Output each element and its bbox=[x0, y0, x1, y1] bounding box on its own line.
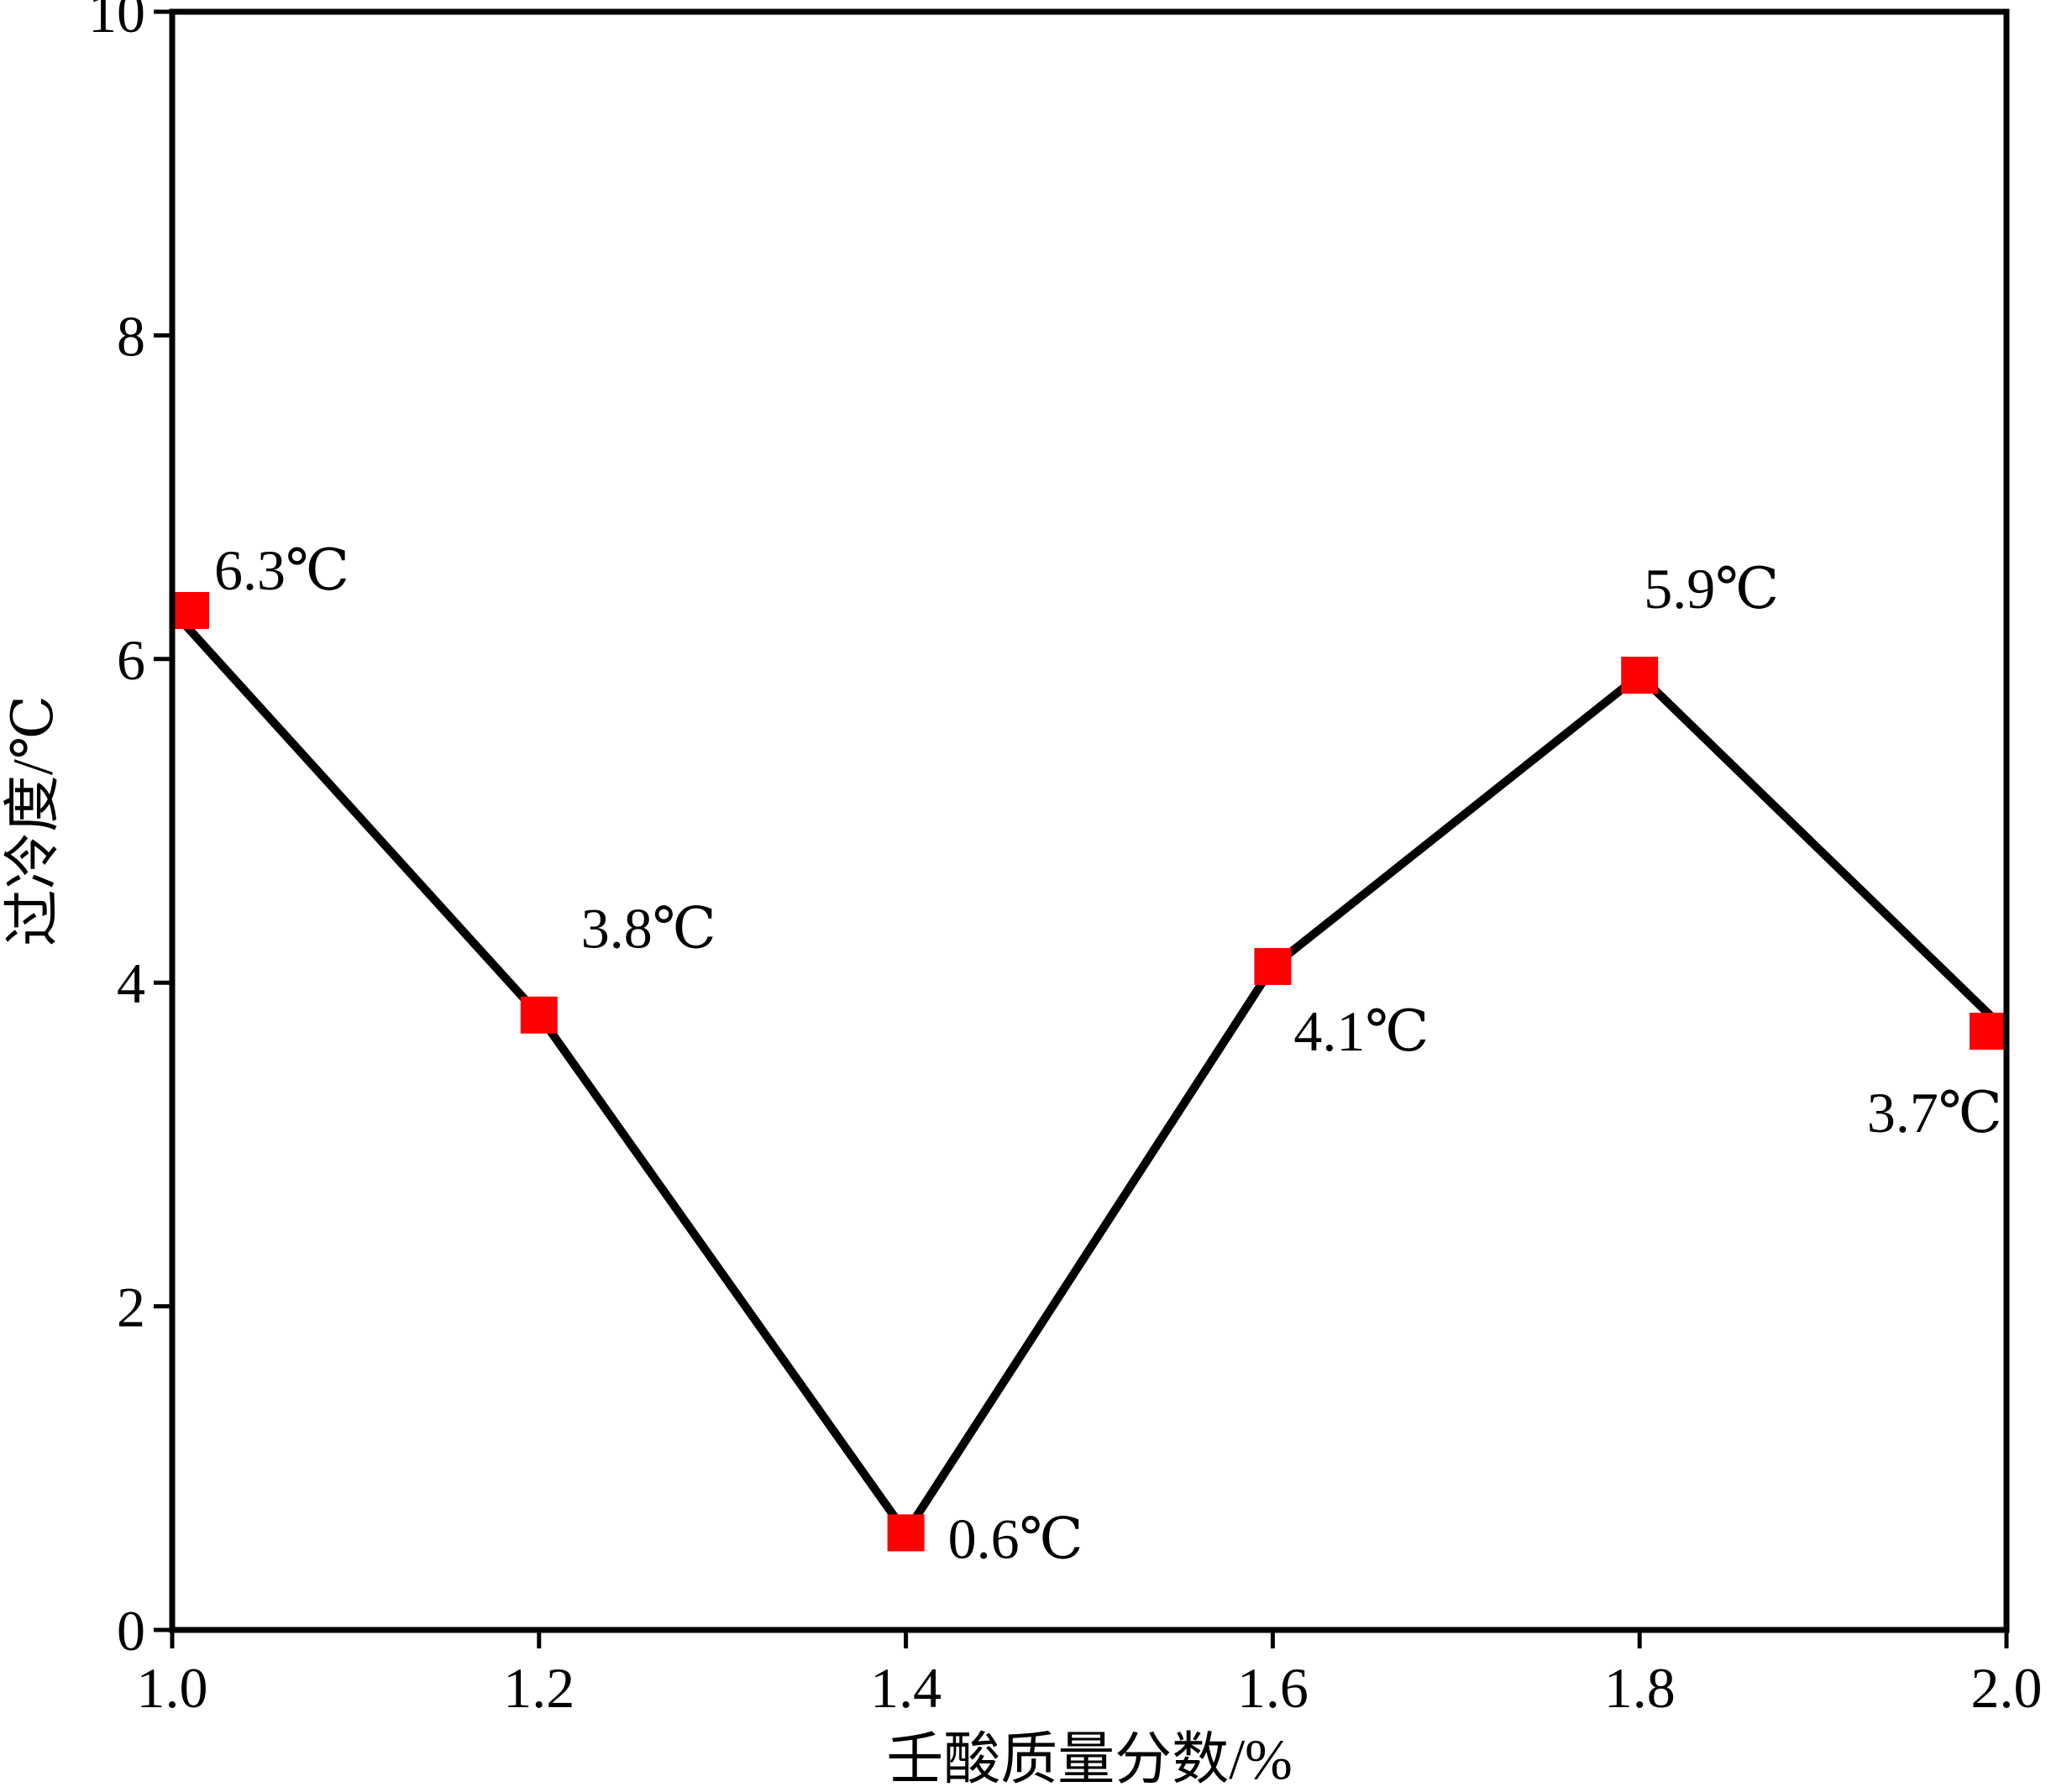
data-point-marker bbox=[1254, 947, 1292, 985]
x-axis-title: 壬酸质量分数/% bbox=[886, 1727, 1293, 1788]
data-label: 6.3℃ bbox=[214, 538, 349, 602]
data-label: 3.8℃ bbox=[581, 897, 716, 961]
y-tick-label: 6 bbox=[117, 628, 145, 692]
x-tick-label: 1.2 bbox=[503, 1656, 574, 1720]
y-tick-label: 10 bbox=[88, 0, 145, 45]
x-tick-label: 1.8 bbox=[1604, 1656, 1676, 1720]
data-label: 3.7℃ bbox=[1867, 1081, 2002, 1145]
data-point-marker bbox=[1970, 1013, 2006, 1051]
x-tick-label: 1.4 bbox=[870, 1656, 942, 1720]
x-tick-label: 2.0 bbox=[1971, 1656, 2043, 1720]
x-tick-label: 1.6 bbox=[1237, 1656, 1309, 1720]
y-tick-label: 2 bbox=[117, 1276, 145, 1339]
series-line bbox=[169, 607, 2010, 1541]
data-point-marker bbox=[520, 996, 558, 1034]
y-axis-title: 过冷度/℃ bbox=[1, 695, 65, 946]
data-point-marker bbox=[887, 1514, 925, 1552]
data-point-marker bbox=[172, 591, 209, 629]
y-tick-label: 0 bbox=[117, 1599, 145, 1663]
data-point-marker bbox=[1621, 657, 1659, 694]
data-label: 5.9℃ bbox=[1644, 557, 1779, 621]
plot-area-frame bbox=[169, 8, 2010, 1633]
data-label: 4.1℃ bbox=[1293, 999, 1429, 1063]
y-tick-label: 8 bbox=[117, 304, 145, 368]
data-label: 0.6℃ bbox=[948, 1506, 1083, 1570]
y-tick-label: 4 bbox=[117, 951, 145, 1015]
x-tick-label: 1.0 bbox=[137, 1656, 208, 1720]
